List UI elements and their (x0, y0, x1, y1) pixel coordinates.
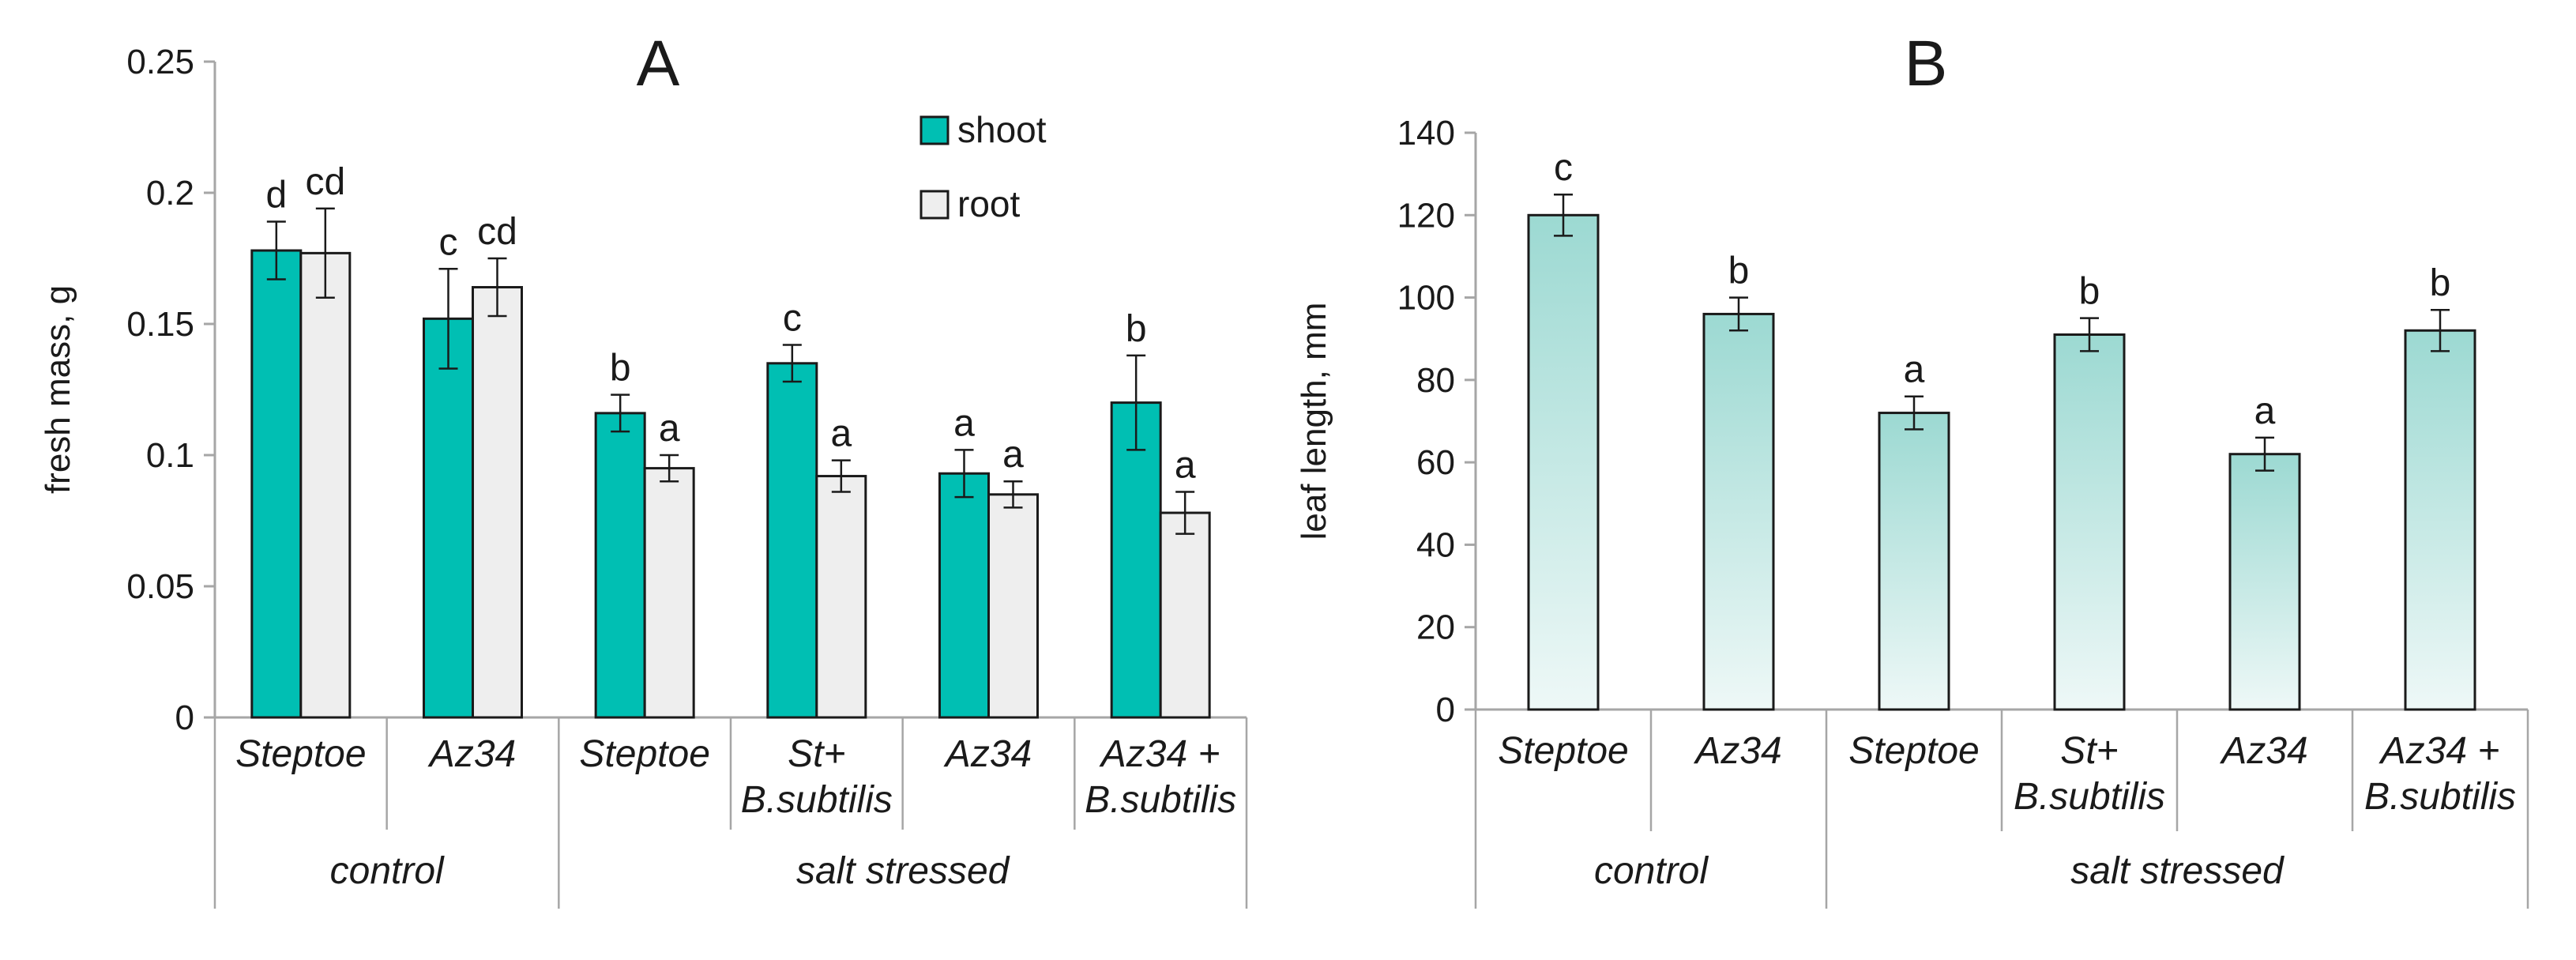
x-category-label: Az34 + (1099, 733, 1220, 775)
y-tick-label: 0 (1436, 691, 1455, 729)
y-tick-label: 120 (1397, 196, 1455, 235)
bar-leaf-length (2404, 329, 2476, 711)
x-group-label: control (330, 850, 445, 892)
significance-letter-shoot: c (439, 221, 458, 263)
bar-root (815, 475, 867, 719)
significance-letter-root: a (1002, 434, 1024, 476)
bar-shoot (938, 472, 990, 719)
significance-letter-root: a (659, 408, 680, 450)
bar-leaf-length (1527, 213, 1600, 711)
bar-leaf-length (2053, 333, 2126, 711)
x-category-label: Steptoe (1498, 730, 1628, 772)
y-tick-label: 0.2 (146, 174, 194, 213)
bar-shoot (766, 362, 818, 719)
x-category-label: St+ (2060, 730, 2118, 772)
bar-shoot (423, 317, 474, 719)
legend-swatch-shoot (919, 115, 950, 145)
x-category-label: Steptoe (1848, 730, 1979, 772)
y-tick-label: 0.05 (126, 567, 194, 606)
x-category-label: St+ (788, 733, 845, 775)
significance-letter-shoot: c (783, 298, 802, 340)
significance-letter-root: cd (477, 211, 517, 253)
bar-root (472, 286, 523, 719)
x-category-label: B.subtilis (2014, 776, 2165, 818)
x-category-label: Az34 (2219, 730, 2307, 772)
x-category-label: B.subtilis (741, 779, 893, 821)
y-axis-label: leaf length, mm (1295, 303, 1333, 540)
significance-letter-root: cd (305, 161, 345, 203)
y-tick-label: 0.15 (126, 305, 194, 344)
y-tick-label: 60 (1416, 443, 1455, 482)
y-tick-label: 20 (1416, 608, 1455, 647)
x-category-label: B.subtilis (2364, 776, 2516, 818)
bar-shoot (594, 412, 646, 719)
x-category-label: B.subtilis (1085, 779, 1236, 821)
panel-title: B (1905, 28, 1948, 100)
bar-leaf-length (1702, 312, 1775, 711)
significance-letter-leaf-length: b (2079, 271, 2100, 313)
y-tick-label: 0.25 (126, 43, 194, 81)
x-group-label: salt stressed (2070, 850, 2285, 892)
y-tick-label: 40 (1416, 525, 1455, 564)
bar-root (643, 467, 695, 719)
bar-root (987, 493, 1039, 719)
x-category-label: Steptoe (235, 733, 366, 775)
panel-title: A (637, 28, 680, 100)
significance-letter-root: a (1175, 444, 1196, 486)
y-axis-label: fresh mass, g (39, 285, 77, 494)
y-tick-label: 100 (1397, 279, 1455, 318)
significance-letter-leaf-length: b (2430, 262, 2451, 304)
x-category-label: Az34 (1693, 730, 1781, 772)
significance-letter-leaf-length: b (1728, 250, 1750, 292)
x-category-label: Az34 (427, 733, 516, 775)
significance-letter-root: a (830, 413, 852, 455)
legend-label-shoot: shoot (957, 109, 1047, 150)
y-tick-label: 140 (1397, 114, 1455, 152)
legend-label-root: root (957, 183, 1020, 224)
legend-swatch-root (919, 190, 950, 220)
significance-letter-leaf-length: a (1904, 349, 1925, 391)
bar-root (1159, 511, 1211, 719)
x-category-label: Steptoe (579, 733, 709, 775)
bar-leaf-length (1878, 412, 1950, 711)
significance-letter-shoot: b (610, 348, 631, 390)
significance-letter-leaf-length: a (2254, 390, 2276, 432)
significance-letter-shoot: b (1126, 308, 1147, 350)
x-category-label: Az34 + (2379, 730, 2500, 772)
significance-letter-shoot: a (953, 402, 975, 444)
bar-root (299, 251, 352, 719)
bar-leaf-length (2228, 453, 2301, 711)
bar-shoot (250, 249, 303, 719)
x-category-label: Az34 (943, 733, 1032, 775)
significance-letter-shoot: d (265, 175, 287, 216)
x-group-label: salt stressed (796, 850, 1010, 892)
y-tick-label: 0.1 (146, 436, 194, 475)
y-tick-label: 0 (175, 698, 194, 737)
y-tick-label: 80 (1416, 361, 1455, 400)
significance-letter-leaf-length: c (1554, 147, 1573, 189)
x-group-label: control (1594, 850, 1709, 892)
